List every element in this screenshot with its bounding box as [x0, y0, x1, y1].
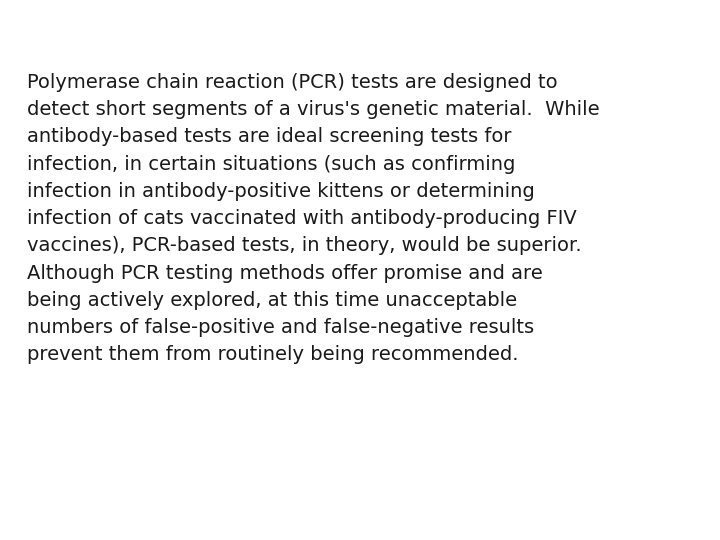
Text: Polymerase chain reaction (PCR) tests are designed to
detect short segments of a: Polymerase chain reaction (PCR) tests ar…: [27, 73, 600, 364]
